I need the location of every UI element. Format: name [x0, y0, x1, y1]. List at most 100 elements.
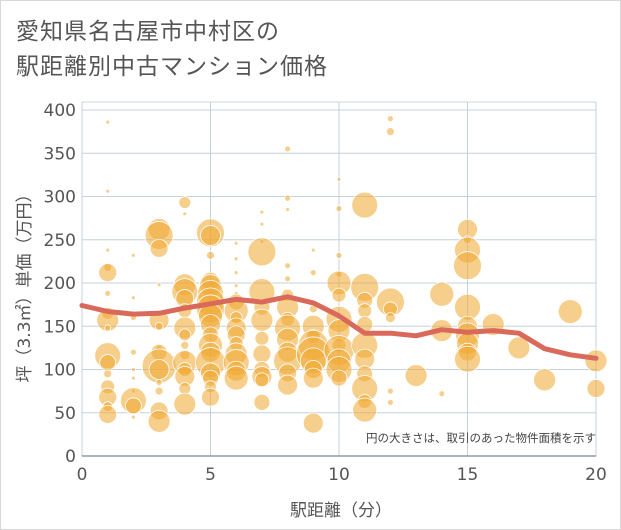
data-point: [351, 191, 379, 219]
data-point: [302, 367, 324, 389]
data-point: [105, 119, 111, 125]
x-tick-label: 20: [585, 465, 607, 485]
data-point: [104, 289, 112, 297]
data-point: [335, 251, 343, 259]
trend-line: [79, 294, 599, 361]
data-point: [130, 295, 136, 301]
data-point: [335, 205, 343, 213]
y-tick-label: 300: [44, 188, 76, 208]
data-point: [384, 312, 396, 324]
size-note: 円の大きさは、取引のあった物件面積を示す: [366, 431, 596, 445]
data-point: [129, 348, 137, 356]
data-point: [147, 409, 171, 433]
data-point: [336, 176, 342, 182]
data-point: [254, 330, 270, 346]
data-point: [148, 359, 170, 380]
data-point: [149, 238, 169, 258]
data-point: [284, 275, 292, 283]
y-tick-label: 50: [54, 404, 76, 424]
y-tick-label: 100: [44, 361, 76, 381]
data-point: [233, 240, 239, 246]
tick-labels: 0 50 100 150 200 250 300 350 400 0 5 10 15 20: [44, 101, 607, 485]
data-point: [285, 207, 291, 212]
data-point: [386, 387, 394, 395]
data-point: [233, 270, 239, 276]
x-tick-label: 10: [328, 465, 350, 485]
data-point: [130, 252, 136, 258]
data-point: [223, 365, 249, 391]
data-point: [105, 188, 111, 194]
data-point: [98, 263, 118, 283]
data-point: [454, 345, 481, 373]
x-axis-label: 駅距離（分）: [290, 501, 392, 521]
data-point: [154, 386, 164, 396]
data-point: [302, 412, 324, 434]
data-point: [386, 398, 394, 406]
data-point: [284, 194, 292, 202]
data-point: [331, 287, 347, 303]
data-point: [277, 374, 299, 396]
data-point: [284, 262, 292, 270]
data-point: [250, 308, 274, 332]
chart-title-line1: 愛知県名古屋市中村区の: [16, 19, 280, 45]
y-tick-label: 150: [44, 317, 76, 337]
data-point: [103, 369, 113, 379]
y-tick-label: 400: [44, 101, 76, 121]
data-point: [178, 196, 192, 209]
data-point: [182, 211, 188, 217]
bubble-layer: [94, 115, 608, 434]
x-tick-label: 5: [205, 465, 216, 485]
x-tick-label: 0: [77, 465, 88, 485]
data-point: [200, 225, 221, 246]
data-point: [180, 340, 190, 350]
data-point: [557, 299, 583, 324]
data-point: [584, 349, 608, 373]
data-point: [178, 328, 192, 342]
data-point: [259, 221, 265, 227]
data-point: [453, 251, 482, 281]
data-point: [130, 367, 136, 372]
data-point: [173, 392, 197, 416]
y-axis-label: 坪（3.3㎡）単価（万円）: [15, 185, 35, 382]
data-point: [233, 283, 239, 288]
data-point: [155, 379, 163, 386]
data-point: [533, 368, 556, 392]
chart-title-line2: 駅距離別中古マンション価格: [16, 54, 328, 80]
data-point: [252, 344, 272, 364]
data-point: [352, 397, 378, 423]
data-point: [206, 250, 215, 260]
data-point: [310, 247, 316, 253]
data-point: [284, 145, 292, 153]
data-point: [438, 390, 446, 398]
data-point: [429, 281, 455, 307]
data-point: [98, 405, 118, 424]
data-point: [586, 379, 606, 398]
data-point: [357, 303, 373, 319]
data-point: [254, 372, 270, 388]
data-point: [309, 269, 317, 277]
data-point: [154, 321, 164, 331]
trend-layer: [79, 294, 599, 361]
data-point: [124, 397, 142, 415]
data-point: [104, 324, 112, 332]
data-point: [385, 127, 395, 137]
data-point: [130, 375, 136, 381]
data-point: [156, 282, 162, 288]
data-point: [386, 115, 394, 123]
y-tick-label: 350: [44, 144, 76, 164]
data-point: [130, 414, 136, 420]
data-point: [201, 387, 220, 407]
data-point: [105, 247, 111, 253]
data-point: [99, 354, 117, 371]
y-tick-label: 250: [44, 231, 76, 251]
data-point: [507, 336, 531, 360]
data-point: [233, 256, 239, 262]
y-tick-label: 0: [65, 447, 76, 467]
x-tick-label: 15: [457, 465, 479, 485]
data-point: [259, 209, 265, 215]
data-point: [247, 237, 277, 267]
data-point: [330, 369, 348, 387]
data-point: [404, 364, 428, 387]
data-point: [253, 393, 271, 411]
